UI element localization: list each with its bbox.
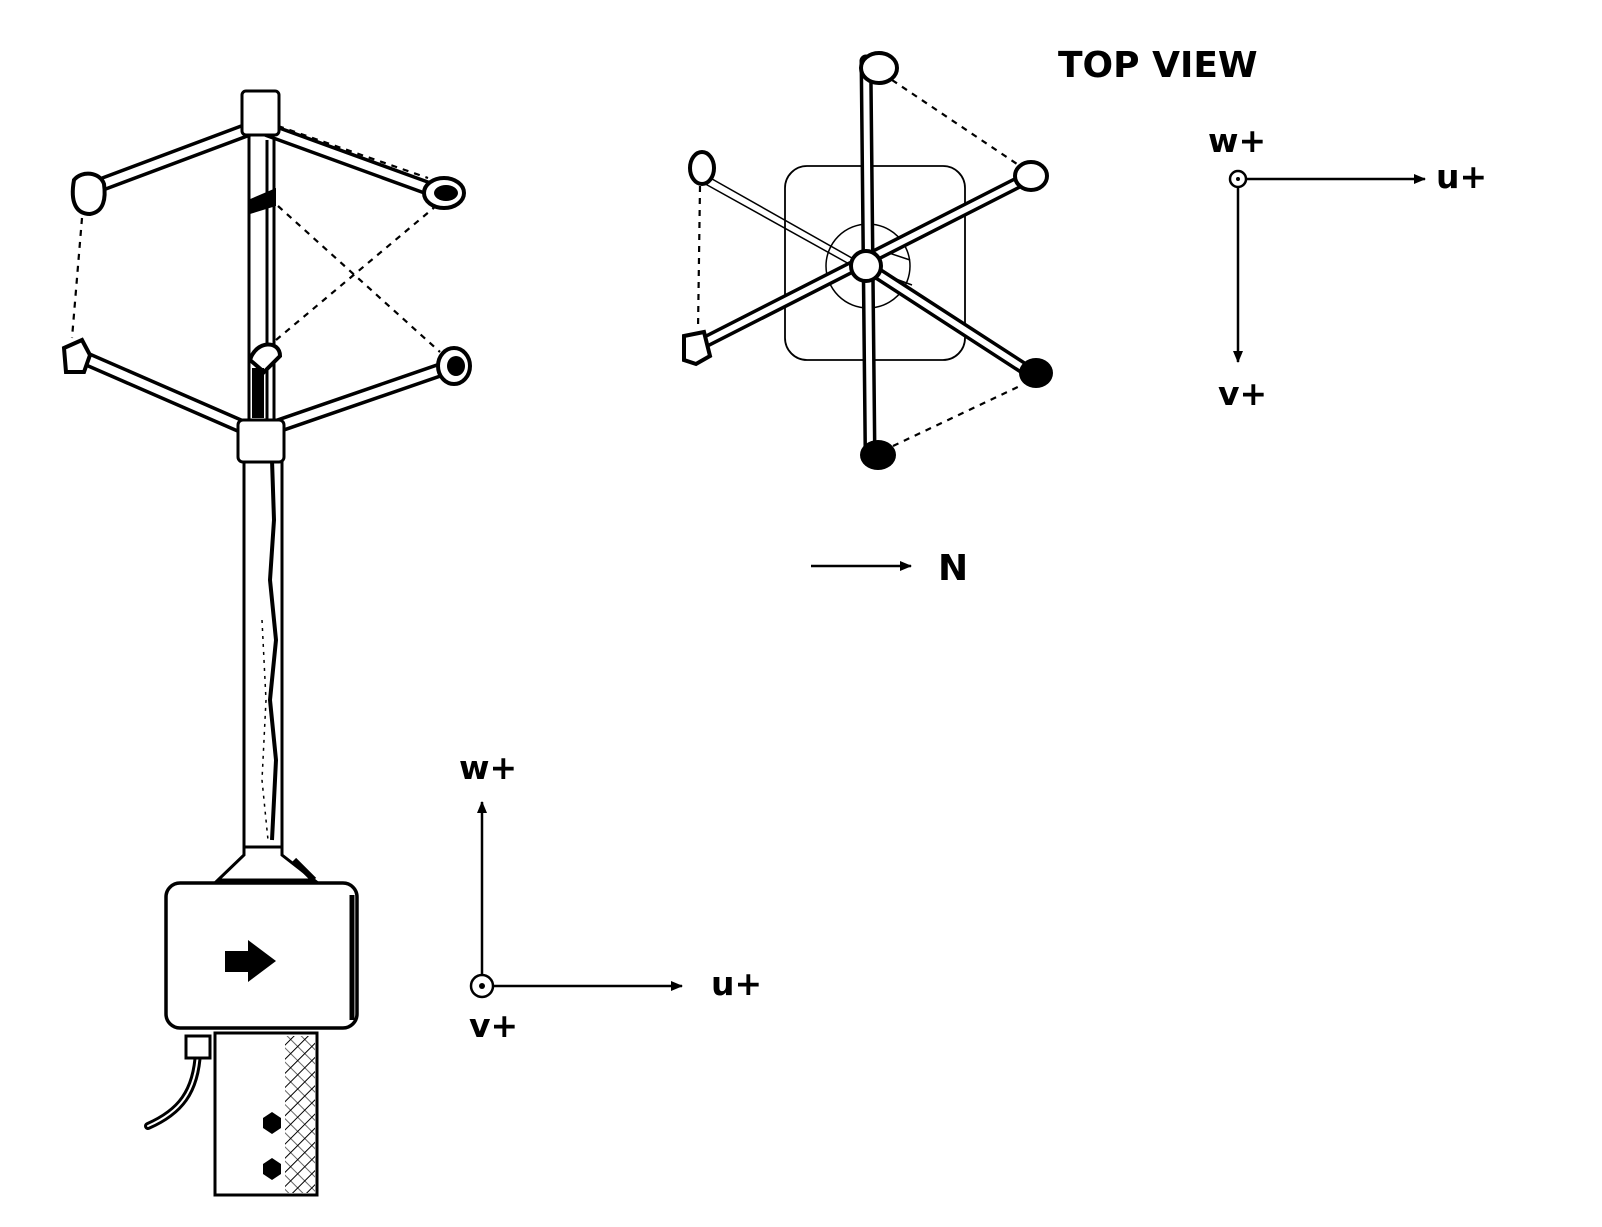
top-v-label: v+	[1218, 374, 1267, 413]
top-u-label: u+	[1436, 157, 1487, 196]
side-view-axes	[469, 801, 683, 999]
right-arrow-icon	[225, 940, 276, 982]
cable	[144, 1034, 212, 1130]
top-view-title: TOP VIEW	[1058, 45, 1258, 86]
side-w-label: w+	[459, 748, 517, 787]
hubs	[236, 89, 286, 464]
sonic-paths	[70, 124, 441, 353]
mounting-tube	[213, 1031, 319, 1197]
anemometer-top-view	[682, 51, 1053, 470]
side-v-label: v+	[469, 1006, 518, 1045]
electronics-box	[164, 842, 359, 1030]
transducer-arms	[74, 119, 454, 439]
top-view-axes	[1228, 169, 1426, 363]
mast	[242, 131, 284, 849]
top-w-label: w+	[1208, 121, 1266, 160]
side-u-label: u+	[711, 964, 762, 1003]
transducers	[61, 171, 472, 418]
anemometer-side-view	[61, 89, 472, 1197]
north-label: N	[938, 548, 968, 589]
